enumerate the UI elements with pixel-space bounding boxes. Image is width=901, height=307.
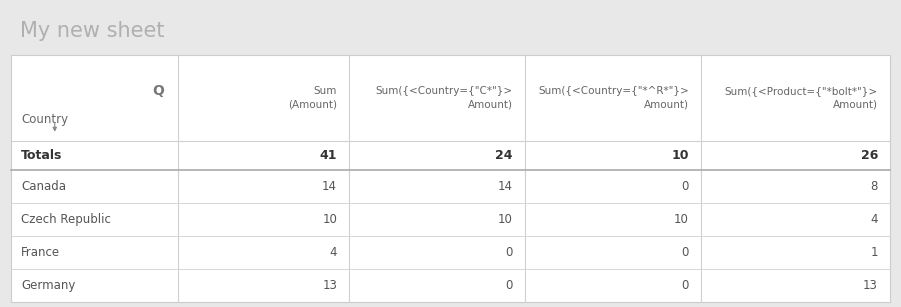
Text: 10: 10 [674, 213, 688, 226]
Text: Sum({<Country={"*^R*"}>
Amount): Sum({<Country={"*^R*"}> Amount) [538, 86, 688, 110]
Text: Country: Country [22, 113, 68, 126]
Text: 0: 0 [681, 279, 688, 292]
Text: 1: 1 [870, 246, 878, 259]
Text: 14: 14 [498, 180, 513, 193]
Text: Canada: Canada [22, 180, 67, 193]
Text: 13: 13 [323, 279, 337, 292]
Text: 10: 10 [671, 149, 688, 162]
Text: 10: 10 [323, 213, 337, 226]
Text: Sum
(Amount): Sum (Amount) [288, 86, 337, 110]
Text: Germany: Germany [22, 279, 76, 292]
Text: 0: 0 [681, 180, 688, 193]
Text: 26: 26 [860, 149, 878, 162]
FancyBboxPatch shape [11, 55, 890, 302]
Text: 0: 0 [505, 279, 513, 292]
Text: Totals: Totals [22, 149, 63, 162]
Text: France: France [22, 246, 60, 259]
Text: 0: 0 [505, 246, 513, 259]
Text: 4: 4 [870, 213, 878, 226]
Text: Czech Republic: Czech Republic [22, 213, 111, 226]
Text: 13: 13 [863, 279, 878, 292]
Text: 10: 10 [498, 213, 513, 226]
Text: My new sheet: My new sheet [20, 21, 164, 41]
Text: Sum({<Country={"C*"}>
Amount): Sum({<Country={"C*"}> Amount) [376, 86, 513, 110]
Text: 8: 8 [870, 180, 878, 193]
Text: 14: 14 [322, 180, 337, 193]
Text: Sum({<Product={"*bolt*"}>
Amount): Sum({<Product={"*bolt*"}> Amount) [724, 86, 878, 110]
Text: 41: 41 [320, 149, 337, 162]
Text: Q: Q [152, 84, 165, 98]
Text: 4: 4 [330, 246, 337, 259]
Text: 0: 0 [681, 246, 688, 259]
Text: 24: 24 [496, 149, 513, 162]
